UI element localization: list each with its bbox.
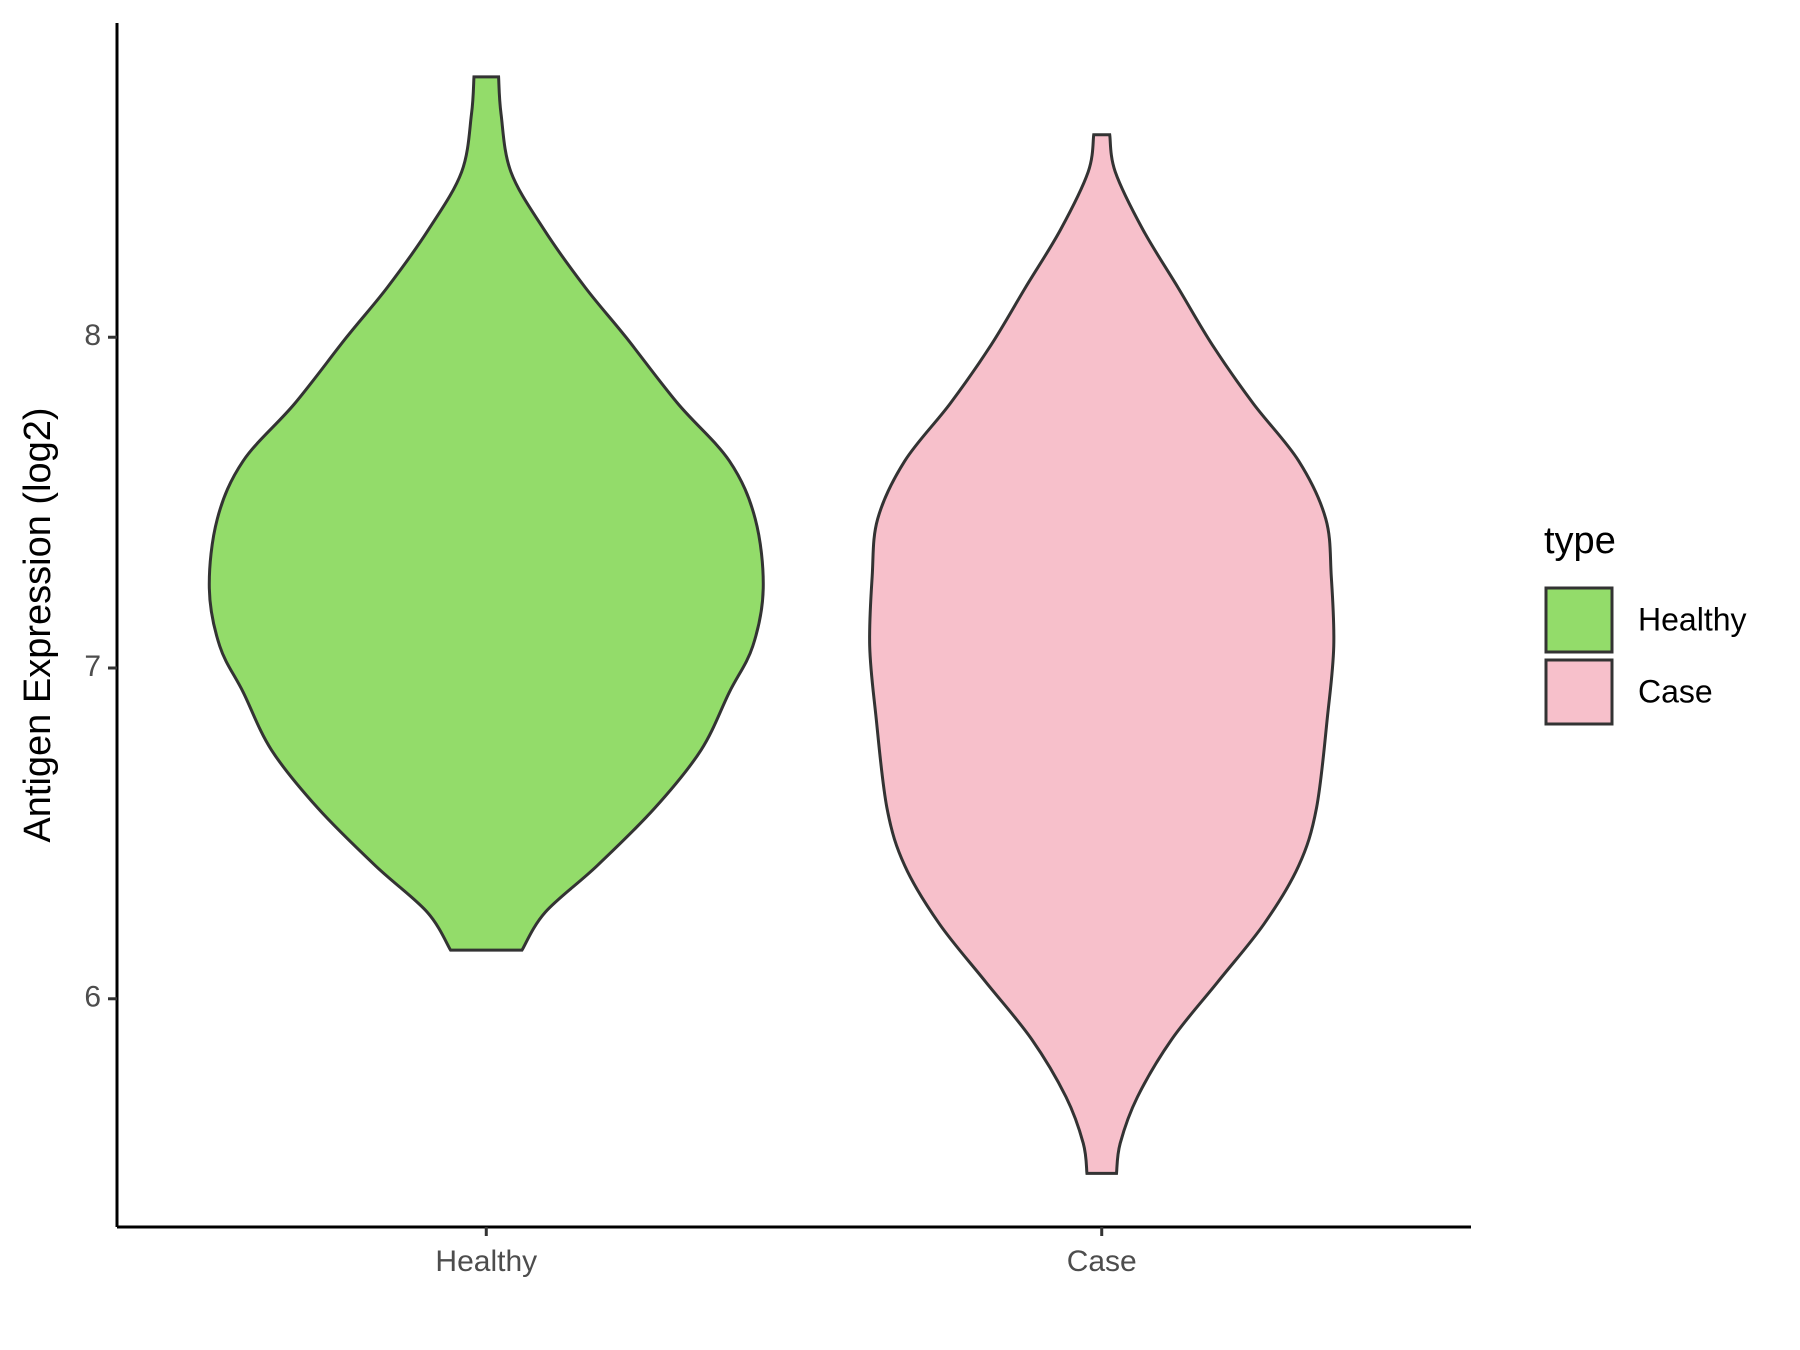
y-tick-label: 6 [84,981,101,1014]
legend-title: type [1544,520,1616,562]
y-tick-label: 8 [84,319,101,352]
violin [868,133,1336,1175]
x-tick-label: Case [1067,1245,1137,1278]
legend-key [1544,586,1614,654]
legend-label: Healthy [1638,601,1747,637]
y-axis-title: Antigen Expression (log2) [17,407,59,842]
x-tick-label: Healthy [435,1245,537,1278]
y-tick-label: 7 [84,650,101,683]
legend-key [1544,658,1614,726]
legend-label: Case [1638,673,1713,709]
violin [207,75,765,952]
